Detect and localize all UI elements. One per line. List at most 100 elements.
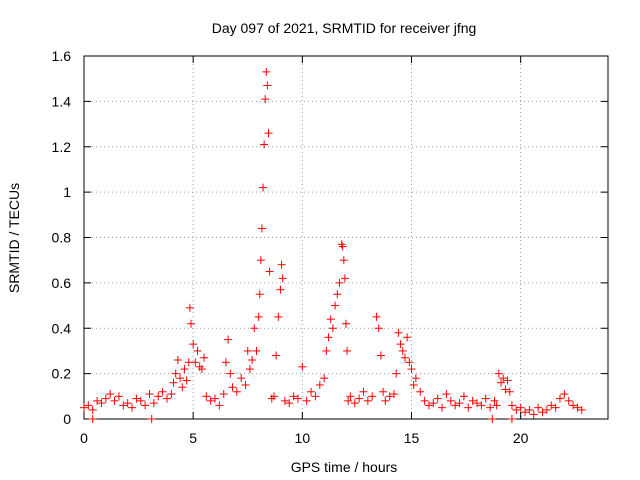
data-point	[302, 396, 311, 405]
data-point	[577, 405, 586, 414]
data-point	[250, 324, 259, 333]
data-point	[481, 394, 490, 403]
data-point	[149, 399, 158, 408]
data-point	[339, 256, 348, 265]
data-point	[407, 365, 416, 374]
data-point	[178, 383, 187, 392]
data-point	[340, 274, 349, 283]
data-point	[260, 140, 269, 149]
data-point	[573, 403, 582, 412]
data-point	[542, 405, 551, 414]
data-point	[119, 401, 128, 410]
data-point	[455, 399, 464, 408]
data-point	[145, 390, 154, 399]
data-point	[343, 346, 352, 355]
data-point	[171, 369, 180, 378]
data-point	[525, 405, 534, 414]
data-point	[128, 403, 137, 412]
x-tick-label: 15	[404, 430, 420, 446]
data-point	[363, 396, 372, 405]
y-tick-label: 1	[63, 184, 71, 200]
data-point	[264, 129, 273, 138]
data-point	[202, 392, 211, 401]
data-point	[473, 399, 481, 408]
data-point	[256, 256, 265, 265]
data-point	[243, 346, 252, 355]
data-point	[326, 315, 335, 324]
data-point	[123, 399, 132, 408]
y-tick-label: 1.4	[52, 93, 72, 109]
data-point	[396, 340, 405, 349]
data-point	[350, 399, 359, 408]
x-tick-label: 20	[513, 430, 529, 446]
data-point	[191, 358, 200, 367]
data-point	[569, 401, 578, 410]
data-point	[257, 224, 266, 233]
data-point	[424, 401, 433, 410]
grid-lines	[84, 56, 608, 419]
data-point	[252, 346, 261, 355]
data-point	[169, 378, 178, 387]
data-point	[269, 392, 278, 401]
y-tick-label: 0.4	[52, 320, 72, 336]
data-point	[376, 351, 385, 360]
data-point	[555, 394, 564, 403]
data-point	[307, 387, 316, 396]
data-point	[529, 410, 538, 419]
data-point	[342, 319, 350, 328]
data-point	[459, 392, 468, 401]
data-point	[88, 405, 97, 414]
data-point	[84, 401, 93, 410]
data-point	[255, 290, 264, 299]
data-point	[505, 387, 514, 396]
baseline-data-point	[488, 415, 497, 423]
data-point	[398, 346, 407, 355]
data-point	[280, 396, 289, 405]
data-point	[503, 376, 512, 385]
data-point	[392, 369, 401, 378]
data-point	[289, 392, 298, 401]
data-point	[335, 278, 344, 287]
data-point	[560, 390, 569, 399]
data-point	[228, 383, 237, 392]
data-point	[101, 394, 110, 403]
data-point	[394, 328, 403, 337]
y-tick-label: 0.2	[52, 366, 72, 382]
data-point	[512, 405, 521, 414]
data-point	[438, 403, 447, 412]
data-point	[564, 396, 573, 405]
data-point	[97, 399, 106, 408]
data-point	[446, 396, 455, 405]
data-point	[372, 312, 381, 321]
data-point	[433, 394, 442, 403]
data-point	[324, 333, 333, 342]
data-point	[265, 267, 274, 276]
data-point	[285, 399, 294, 408]
tick-labels: 0 0.2 0.4 0.6 0.8 1 1.2 1.4 1.6 0 5 10 15 20	[52, 48, 529, 446]
data-point	[429, 399, 438, 408]
data-point	[154, 392, 163, 401]
data-point	[162, 394, 171, 403]
data-point	[189, 340, 198, 349]
data-point	[167, 390, 176, 399]
data-point	[403, 333, 412, 342]
data-point	[106, 390, 115, 399]
y-tick-label: 0	[63, 411, 71, 427]
data-point	[185, 303, 194, 312]
data-point	[215, 401, 224, 410]
x-tick-label: 5	[189, 430, 197, 446]
data-point	[93, 396, 102, 405]
x-tick-label: 0	[80, 430, 88, 446]
data-point	[320, 374, 329, 383]
data-point	[173, 356, 182, 365]
data-point	[477, 401, 486, 410]
data-point	[272, 351, 281, 360]
data-point	[499, 374, 508, 383]
data-point	[411, 374, 420, 383]
data-point	[507, 401, 516, 410]
data-point	[298, 362, 307, 371]
data-point	[346, 392, 355, 401]
data-point	[193, 346, 202, 355]
x-axis-label: GPS time / hours	[291, 459, 398, 475]
data-point	[359, 387, 368, 396]
